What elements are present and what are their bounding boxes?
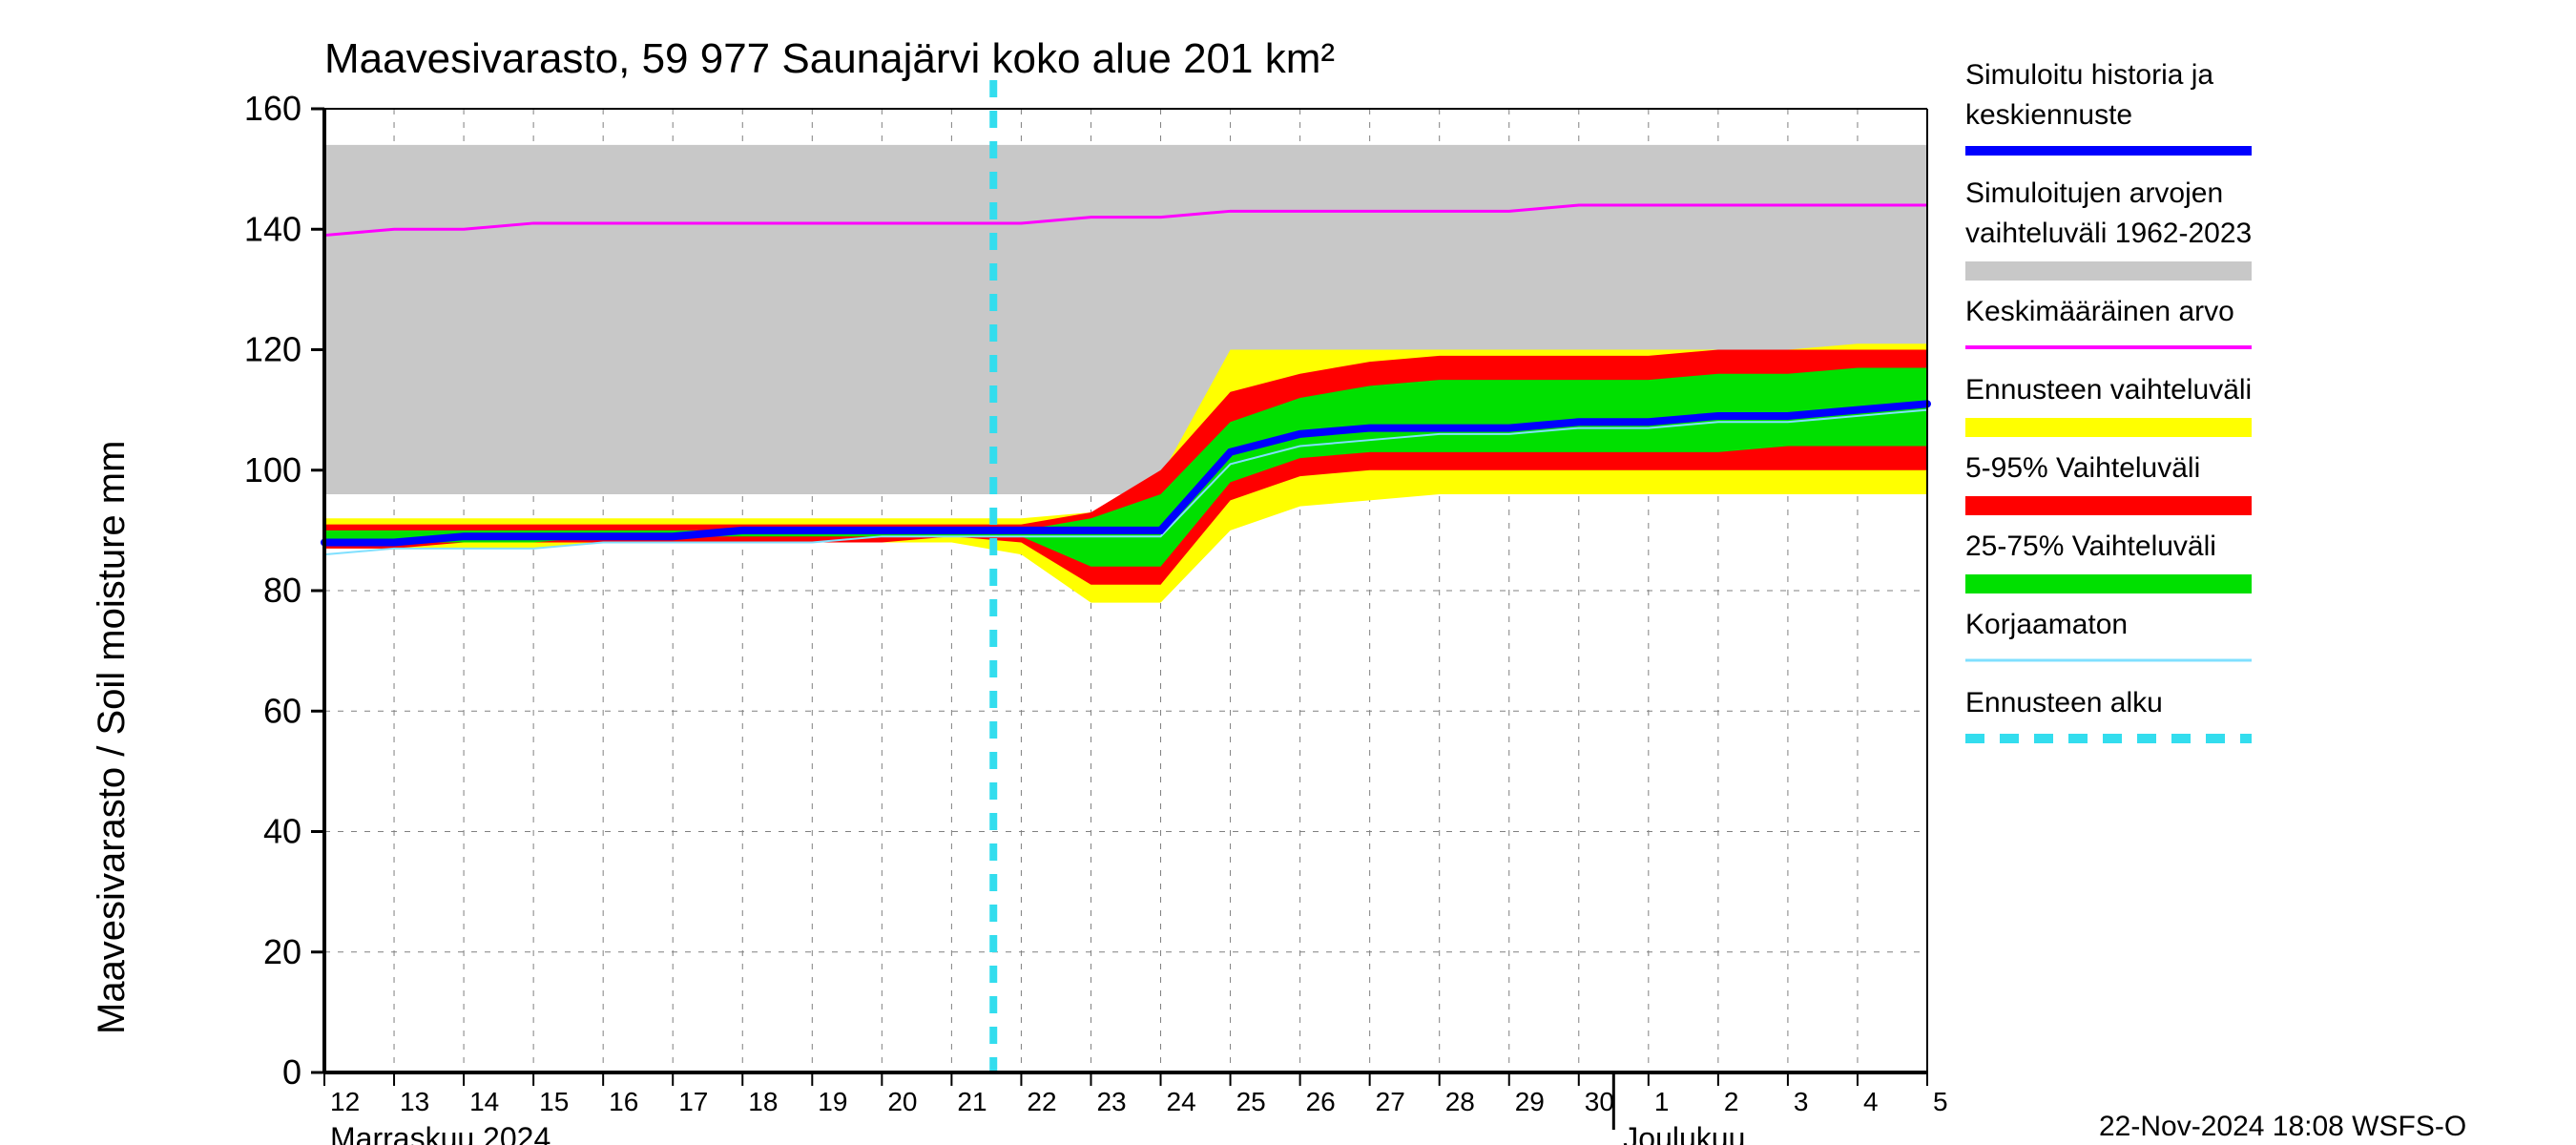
x-tick-label: 1 — [1654, 1087, 1670, 1116]
legend-label: 25-75% Vaihteluväli — [1965, 531, 2216, 562]
legend-swatch — [1965, 418, 2252, 437]
y-tick-label: 0 — [282, 1052, 301, 1092]
legend-swatch — [1965, 574, 2252, 593]
x-tick-label: 17 — [678, 1087, 708, 1116]
legend-label: Simuloitujen arvojen — [1965, 177, 2223, 209]
y-axis-label: Maavesivarasto / Soil moisture mm — [91, 441, 133, 1034]
y-tick-label: 80 — [263, 571, 301, 610]
legend-label: vaihteluväli 1962-2023 — [1965, 218, 2252, 249]
x-tick-label: 19 — [818, 1087, 847, 1116]
month-label-left-1: Marraskuu 2024 — [330, 1121, 551, 1145]
x-tick-label: 3 — [1794, 1087, 1809, 1116]
x-tick-label: 5 — [1933, 1087, 1948, 1116]
chart-title: Maavesivarasto, 59 977 Saunajärvi koko a… — [324, 35, 1335, 82]
x-tick-label: 25 — [1236, 1087, 1266, 1116]
legend-swatch — [1965, 496, 2252, 515]
x-tick-label: 13 — [400, 1087, 429, 1116]
x-tick-label: 15 — [539, 1087, 569, 1116]
x-tick-label: 2 — [1724, 1087, 1739, 1116]
x-tick-label: 23 — [1096, 1087, 1126, 1116]
legend-swatch — [1965, 261, 2252, 281]
y-tick-label: 100 — [244, 450, 301, 489]
y-tick-label: 20 — [263, 932, 301, 971]
x-tick-label: 14 — [469, 1087, 499, 1116]
x-tick-label: 24 — [1167, 1087, 1196, 1116]
legend-label: Ennusteen alku — [1965, 687, 2163, 718]
x-tick-label: 30 — [1585, 1087, 1614, 1116]
legend-label: Ennusteen vaihteluväli — [1965, 374, 2252, 406]
footer-text: 22-Nov-2024 18:08 WSFS-O — [2099, 1111, 2466, 1142]
x-tick-label: 26 — [1306, 1087, 1336, 1116]
legend-label: Keskimääräinen arvo — [1965, 296, 2234, 327]
x-tick-label: 21 — [957, 1087, 987, 1116]
legend-label: Korjaamaton — [1965, 609, 2128, 640]
legend-label: keskiennuste — [1965, 99, 2132, 131]
legend-label: 5-95% Vaihteluväli — [1965, 452, 2200, 484]
x-tick-label: 4 — [1863, 1087, 1879, 1116]
legend-label: Simuloitu historia ja — [1965, 59, 2213, 91]
y-tick-label: 120 — [244, 330, 301, 369]
month-label-right-1: Joulukuu — [1623, 1121, 1745, 1145]
x-tick-label: 22 — [1027, 1087, 1056, 1116]
x-tick-label: 16 — [609, 1087, 638, 1116]
y-tick-label: 60 — [263, 691, 301, 730]
x-tick-label: 29 — [1515, 1087, 1545, 1116]
x-tick-label: 20 — [887, 1087, 917, 1116]
y-tick-label: 40 — [263, 812, 301, 851]
y-tick-label: 140 — [244, 209, 301, 248]
y-tick-label: 160 — [244, 89, 301, 128]
x-tick-label: 27 — [1376, 1087, 1405, 1116]
x-tick-label: 18 — [748, 1087, 778, 1116]
x-tick-label: 28 — [1445, 1087, 1475, 1116]
x-tick-label: 12 — [330, 1087, 360, 1116]
